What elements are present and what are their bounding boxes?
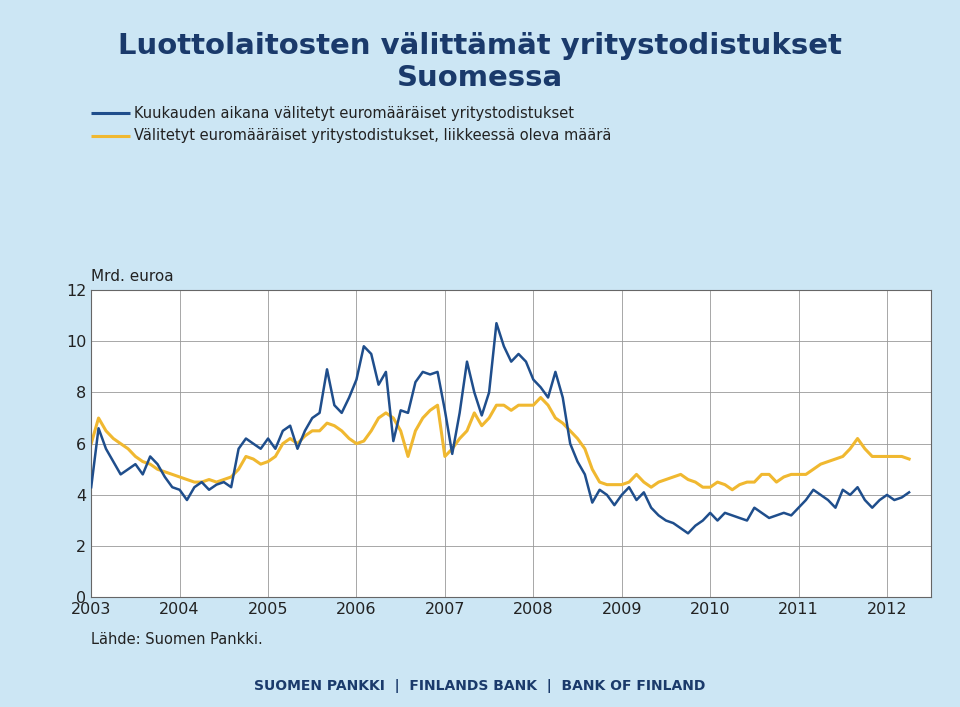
Text: Kuukauden aikana välitetyt euromääräiset yritystodistukset: Kuukauden aikana välitetyt euromääräiset…	[134, 105, 574, 121]
Text: Luottolaitosten välittämät yritystodistukset: Luottolaitosten välittämät yritystodistu…	[118, 32, 842, 60]
Text: Välitetyt euromääräiset yritystodistukset, liikkeessä oleva määrä: Välitetyt euromääräiset yritystodistukse…	[134, 128, 612, 144]
Text: Suomessa: Suomessa	[396, 64, 564, 92]
Text: Mrd. euroa: Mrd. euroa	[91, 269, 174, 284]
Text: Lähde: Suomen Pankki.: Lähde: Suomen Pankki.	[91, 632, 263, 648]
Text: SUOMEN PANKKI  |  FINLANDS BANK  |  BANK OF FINLAND: SUOMEN PANKKI | FINLANDS BANK | BANK OF …	[254, 679, 706, 693]
